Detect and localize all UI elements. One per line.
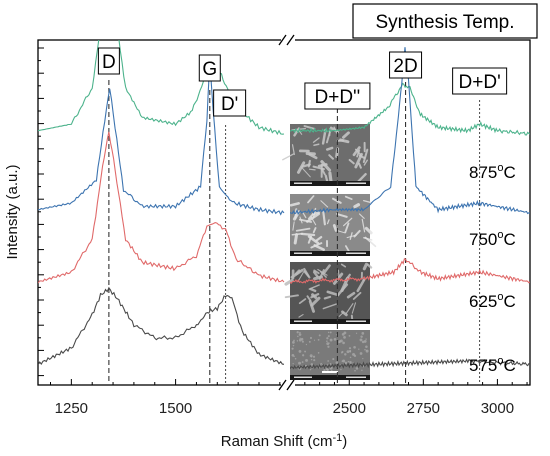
temp-label-625: 625oC	[469, 291, 516, 311]
series-line-625-a	[38, 131, 285, 284]
y-axis-ticks	[38, 47, 44, 377]
peak-labels: D GD' D+D'' 2D D+D'	[97, 47, 508, 117]
x-tick-label: 3000	[481, 400, 514, 417]
peak-label-dp: D'	[213, 89, 247, 117]
series-line-750-b	[290, 47, 530, 215]
x-axis-ticks: 1250 1500 2500 2750 3000	[50, 379, 528, 417]
temp-label-750: 750oC	[469, 229, 516, 249]
chart-title: Synthesis Temp.	[375, 12, 514, 33]
sem-875-image	[282, 124, 370, 186]
peak-reference-lines	[108, 80, 481, 383]
svg-text:2D: 2D	[393, 56, 417, 77]
peak-label-d: D	[97, 47, 120, 75]
x-axis-label: Raman Shift (cm-1)	[221, 432, 347, 450]
temp-label-875: 875oC	[469, 162, 516, 182]
series-line-625-b	[290, 258, 530, 285]
series-line-875-a	[38, 40, 285, 136]
peak-label-g: G	[198, 54, 221, 82]
series-line-750-a	[38, 62, 285, 216]
peak-label-2d: 2D	[389, 51, 423, 79]
svg-text:D+D'': D+D''	[315, 87, 361, 108]
temperature-labels: 875oC 750oC 625oC 575oC	[469, 162, 516, 375]
spectra	[38, 40, 530, 370]
x-tick-label: 1500	[159, 400, 192, 417]
axis-break-marks	[278, 34, 295, 391]
series-line-575-a	[38, 286, 285, 366]
sem-625-image	[284, 262, 373, 324]
series-line-875-b	[290, 82, 530, 136]
y-axis-label: Intensity (a.u.)	[4, 164, 21, 259]
axis-break-gap-top	[281, 36, 295, 44]
svg-text:G: G	[202, 59, 217, 80]
title-box	[352, 3, 538, 39]
peak-label-d-dpp: D+D''	[304, 82, 371, 110]
series-line-575-b	[290, 358, 530, 370]
svg-text:D: D	[102, 52, 116, 73]
axis-break-gap-bottom	[281, 381, 295, 389]
x-tick-label: 2750	[407, 400, 440, 417]
svg-text:D+D': D+D'	[459, 72, 501, 93]
sem-insets	[282, 124, 377, 380]
sem-575-image	[290, 330, 370, 380]
svg-text:D': D'	[221, 94, 238, 115]
x-tick-label: 2500	[333, 400, 366, 417]
sem-750-image	[289, 194, 377, 256]
x-tick-label: 1250	[55, 400, 88, 417]
temp-label-575: 575oC	[469, 355, 516, 375]
peak-label-d-dp: D+D'	[452, 67, 508, 95]
